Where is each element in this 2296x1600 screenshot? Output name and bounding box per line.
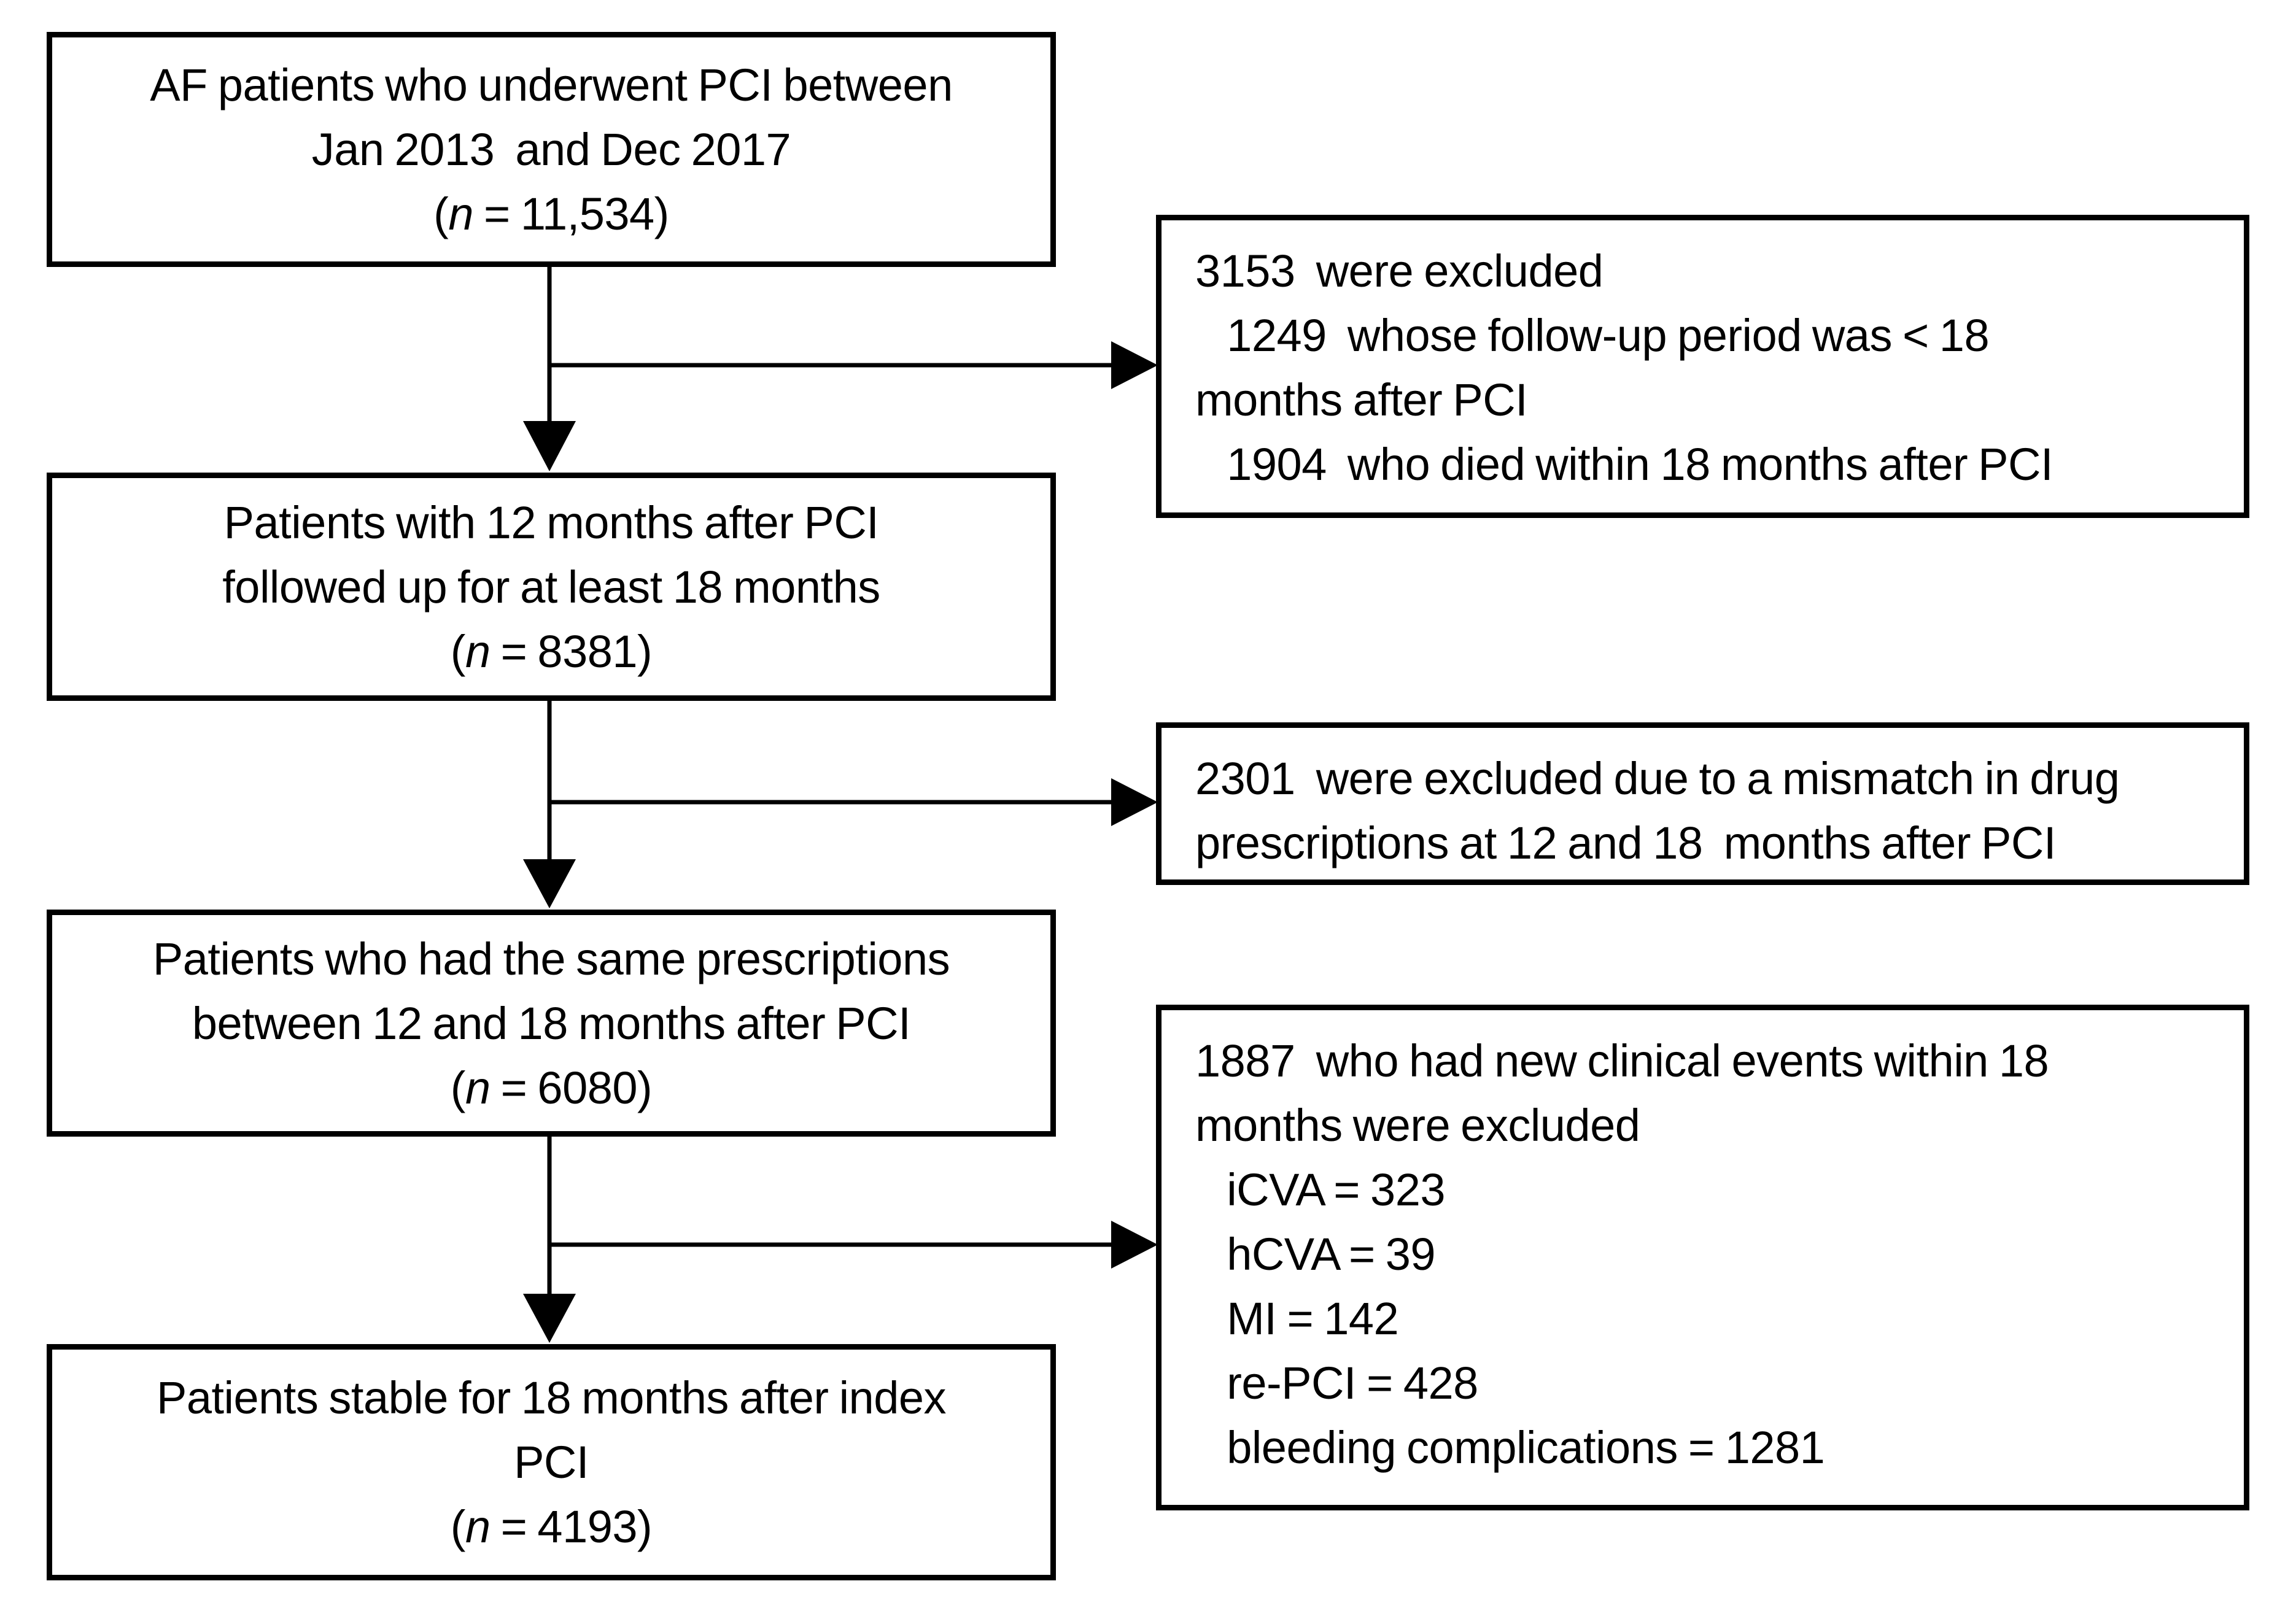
right-arrowhead-icon: [1111, 1221, 1158, 1269]
exclusion-box-new-clinical-events: 1887 who had new clinical events within …: [1156, 1005, 2249, 1510]
branch-arrow-2: [549, 778, 1158, 826]
right-arrowhead-icon: [1111, 778, 1158, 826]
text-line: 3153 were excluded: [1195, 245, 1604, 296]
text-line: Patients with 12 months after PCI: [223, 497, 879, 548]
down-arrow-2: [523, 701, 576, 908]
text-line: 1249 whose follow-up period was < 18: [1195, 310, 1990, 361]
text-line: Jan 2013 and Dec 2017: [311, 124, 791, 175]
text-line: MI = 142: [1195, 1293, 1399, 1344]
text-line: 1904 who died within 18 months after PCI: [1195, 439, 2054, 490]
text-line: PCI: [514, 1437, 589, 1488]
text-line: between 12 and 18 months after PCI: [192, 997, 911, 1049]
same-prescriptions-cohort-box: Patients who had the same prescriptions b…: [47, 910, 1056, 1137]
text-line: hCVA = 39: [1195, 1229, 1436, 1280]
text-line: 1887 who had new clinical events within …: [1195, 1035, 2049, 1086]
text-line: (n = 8381): [450, 625, 653, 677]
text-line: Patients who had the same prescriptions: [152, 933, 950, 984]
branch-arrow-3: [549, 1221, 1158, 1269]
exclusion-box-prescription-mismatch: 2301 were excluded due to a mismatch in …: [1156, 722, 2249, 885]
down-arrowhead-icon: [523, 859, 576, 908]
text-line: re-PCI = 428: [1195, 1358, 1478, 1409]
down-arrowhead-icon: [523, 421, 576, 471]
text-line: bleeding complications = 1281: [1195, 1422, 1825, 1473]
text-line: AF patients who underwent PCI between: [150, 60, 953, 110]
down-arrowhead-icon: [523, 1294, 576, 1343]
stable-cohort-box: Patients stable for 18 months after inde…: [47, 1344, 1056, 1580]
text-line: (n = 4193): [450, 1501, 653, 1552]
text-line: Patients stable for 18 months after inde…: [156, 1372, 947, 1423]
branch-arrow-1: [549, 341, 1158, 389]
text-line: (n = 6080): [450, 1062, 653, 1113]
text-line: months after PCI: [1195, 374, 1528, 425]
down-arrow-1: [523, 267, 576, 471]
text-line: 2301 were excluded due to a mismatch in …: [1195, 753, 2120, 804]
down-arrow-3: [523, 1137, 576, 1343]
right-arrowhead-icon: [1111, 341, 1158, 389]
text-line: (n = 11,534): [433, 188, 669, 239]
text-line: prescriptions at 12 and 18 months after …: [1195, 817, 2056, 868]
exclusion-box-short-followup-or-death: 3153 were excluded 1249 whose follow-up …: [1156, 215, 2249, 518]
text-line: followed up for at least 18 months: [222, 561, 880, 613]
text-line: months were excluded: [1195, 1100, 1640, 1151]
text-line: iCVA = 323: [1195, 1164, 1446, 1215]
followed-up-cohort-box: Patients with 12 months after PCI followe…: [47, 473, 1056, 701]
initial-cohort-box: AF patients who underwent PCI between Jan…: [47, 32, 1056, 267]
